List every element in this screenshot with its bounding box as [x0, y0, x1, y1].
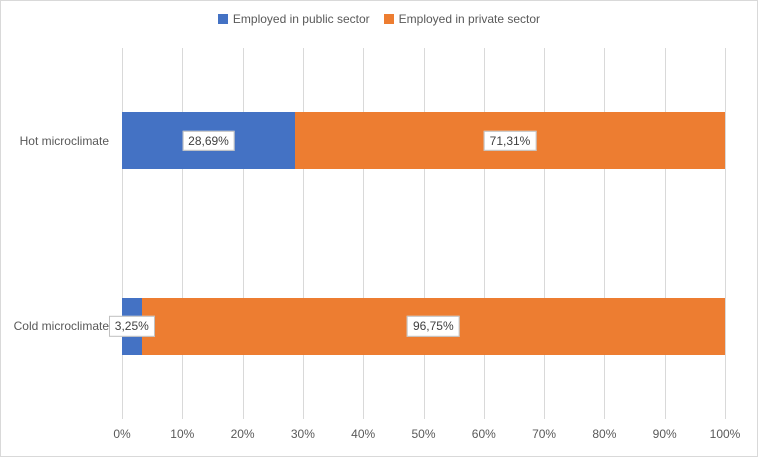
- category-label: Cold microclimate: [13, 319, 109, 334]
- gridline: [483, 48, 485, 419]
- gridline: [182, 48, 184, 419]
- gridline: [423, 48, 425, 419]
- x-axis: 0% 10% 20% 30% 40% 50% 60% 70% 80% 90% 100%: [113, 427, 740, 443]
- data-label: 71,31%: [483, 130, 537, 151]
- x-axis-tick-label: 60%: [471, 427, 496, 441]
- x-axis-tick-label: 20%: [230, 427, 255, 441]
- data-label: 3,25%: [108, 316, 155, 337]
- legend-swatch-public-sector-icon: [217, 14, 228, 24]
- x-axis-tick-label: 0%: [113, 427, 131, 441]
- gridline: [363, 48, 365, 419]
- category-axis: Hot microclimate Cold microclimate: [1, 48, 115, 419]
- gridline: [725, 48, 726, 419]
- x-axis-tick-label: 100%: [709, 427, 741, 441]
- gridline: [664, 48, 666, 419]
- legend-swatch-private-sector-icon: [383, 14, 394, 24]
- x-axis-tick-label: 80%: [592, 427, 617, 441]
- data-label: 96,75%: [406, 316, 460, 337]
- plot-area: 28,69% 71,31% 3,25% 96,75%: [108, 48, 726, 419]
- legend-item-public-sector: Employed in public sector: [217, 12, 370, 26]
- legend-label-public-sector: Employed in public sector: [232, 12, 370, 26]
- x-axis-tick-label: 90%: [652, 427, 677, 441]
- category-label: Hot microclimate: [19, 133, 109, 148]
- chart-legend: Employed in public sector Employed in pr…: [1, 12, 757, 26]
- gridline: [242, 48, 244, 419]
- data-label: 28,69%: [182, 130, 235, 151]
- x-axis-tick-label: 10%: [170, 427, 195, 441]
- x-axis-tick-label: 30%: [290, 427, 315, 441]
- gridline: [604, 48, 606, 419]
- legend-label-private-sector: Employed in private sector: [398, 12, 541, 26]
- legend-item-private-sector: Employed in private sector: [383, 12, 541, 26]
- x-axis-tick-label: 70%: [532, 427, 557, 441]
- gridline: [302, 48, 304, 419]
- x-axis-tick-label: 50%: [411, 427, 436, 441]
- x-axis-tick-label: 40%: [351, 427, 376, 441]
- gridline: [544, 48, 546, 419]
- gridline: [122, 48, 123, 419]
